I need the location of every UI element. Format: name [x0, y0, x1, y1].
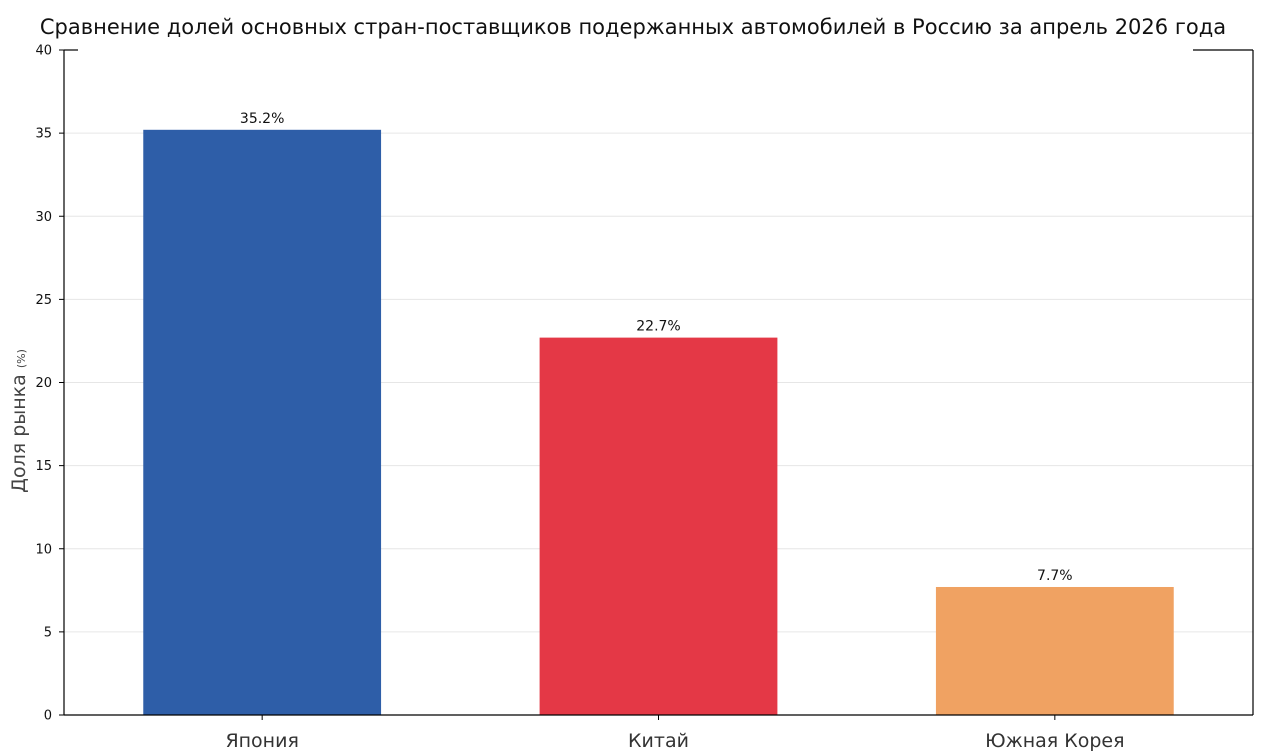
- x-ticks: Япония Китай Южная Корея: [225, 715, 1125, 752]
- y-tick-label: 30: [35, 210, 52, 225]
- x-tick-label: Китай: [628, 730, 689, 752]
- x-tick-label: Япония: [225, 730, 298, 752]
- y-axis-label: Доля рынка (%): [8, 349, 30, 493]
- y-axis-label-text: Доля рынка: [8, 374, 30, 493]
- y-tick-label: 0: [44, 709, 52, 724]
- y-tick-label: 40: [35, 44, 52, 59]
- y-tick-label: 35: [35, 127, 52, 142]
- bar-3: [935, 586, 1174, 715]
- y-tick-label: 15: [35, 459, 52, 474]
- y-ticks: 0 5 10 15 20 25 30 35 40: [35, 44, 64, 724]
- y-tick-label: 10: [35, 542, 52, 557]
- value-labels: 35.2% 22.7% 7.7%: [240, 111, 1073, 584]
- y-tick-label: 5: [44, 625, 52, 640]
- bar-2: [539, 337, 778, 715]
- value-label: 7.7%: [1037, 568, 1073, 584]
- bars: [143, 129, 1174, 716]
- y-tick-label: 20: [35, 376, 52, 391]
- value-label: 22.7%: [636, 319, 680, 335]
- chart-title: Сравнение долей основных стран-поставщик…: [40, 15, 1226, 39]
- x-tick-label: Южная Корея: [985, 730, 1124, 752]
- value-label: 35.2%: [240, 111, 284, 127]
- y-axis-label-unit: (%): [15, 349, 28, 368]
- bar-1: [143, 129, 382, 716]
- y-tick-label: 25: [35, 293, 52, 308]
